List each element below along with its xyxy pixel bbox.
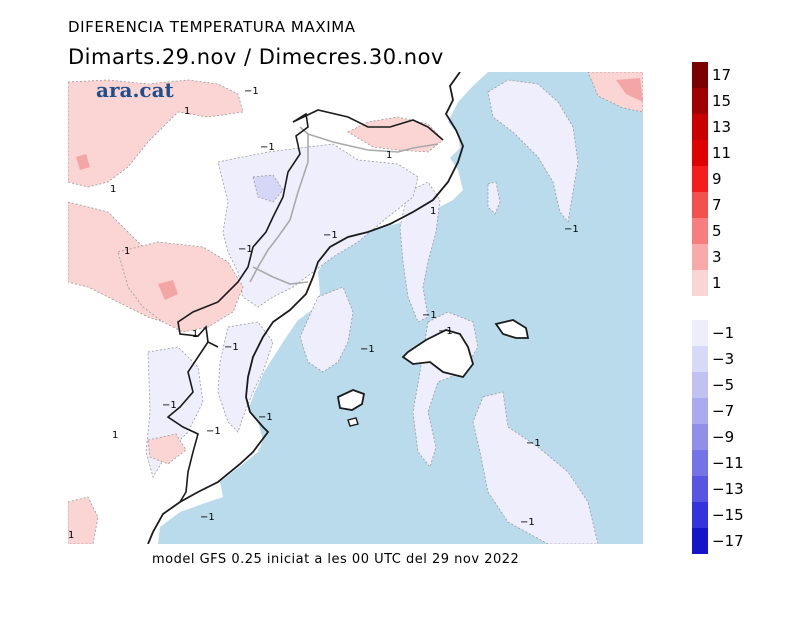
legend-cool-swatch xyxy=(692,476,708,502)
cool-region-land-mountain xyxy=(252,174,284,203)
legend-cool-swatch xyxy=(692,320,708,346)
contour-label: 1 xyxy=(110,184,116,195)
legend-warm-label: 3 xyxy=(712,248,722,266)
legend-cool-label: −9 xyxy=(712,428,734,446)
legend-warm-swatch xyxy=(692,270,708,296)
cool-region-sea-southeast xyxy=(472,391,599,544)
legend-cool-label: −15 xyxy=(712,506,744,524)
island-menorca xyxy=(494,319,530,339)
contour-label: −1 xyxy=(238,244,253,255)
warm-region-southwest-corner xyxy=(68,496,99,544)
contour-label: −1 xyxy=(360,344,375,355)
chart-subtitle: Dimarts.29.nov / Dimecres.30.nov xyxy=(68,45,444,69)
legend-cool-label: −1 xyxy=(712,324,734,342)
contour-label: −1 xyxy=(258,412,273,423)
legend-cool-label: −13 xyxy=(712,480,744,498)
south-inland-boundary xyxy=(166,341,209,503)
warm-region-west-core xyxy=(76,154,90,170)
legend-cool-label: −7 xyxy=(712,402,734,420)
contour-label: −1 xyxy=(438,326,453,337)
cool-region-sea-small xyxy=(487,181,501,215)
warm-region-northwest xyxy=(68,79,244,188)
warm-region-ebro-core xyxy=(158,280,178,300)
inland-boundary xyxy=(177,112,309,348)
legend-cool-swatch xyxy=(692,372,708,398)
contour-label: 1 xyxy=(68,530,74,541)
legend-cool-scale: −1 −3 −5 −7 −9 −11 −13 −15 −17 xyxy=(692,320,744,554)
legend-warm-swatch xyxy=(692,114,708,140)
cool-region-sea-near-coast xyxy=(299,286,354,373)
contour-label: 1 xyxy=(112,430,118,441)
legend-warm-swatch xyxy=(692,166,708,192)
legend-cool-label: −11 xyxy=(712,454,744,472)
temperature-map: 1 −1 1 −1 1 1 1 −1 1 −1 −1 −1 −1 −1 −1 −… xyxy=(68,72,643,544)
map-svg: 1 −1 1 −1 1 1 1 −1 1 −1 −1 −1 −1 −1 −1 −… xyxy=(68,72,643,544)
cool-region-land-south xyxy=(217,321,274,433)
legend-warm-label: 9 xyxy=(712,170,722,188)
legend-warm-swatch xyxy=(692,244,708,270)
legend-warm-label: 11 xyxy=(712,144,731,162)
contour-label: −1 xyxy=(224,342,239,353)
island-mallorca xyxy=(401,329,474,379)
legend-cool-swatch xyxy=(692,450,708,476)
north-border xyxy=(292,109,444,141)
island-formentera xyxy=(347,417,359,427)
contour-label: 1 xyxy=(430,206,436,217)
ara-cat-logo: ara.cat xyxy=(96,78,174,102)
contour-label: −1 xyxy=(260,142,275,153)
legend-warm-label: 1 xyxy=(712,274,722,292)
legend-cool-swatch xyxy=(692,346,708,372)
legend-cool-swatch xyxy=(692,502,708,528)
legend-warm-label: 13 xyxy=(712,118,731,136)
legend-warm-swatch xyxy=(692,218,708,244)
cool-region-sea-north xyxy=(487,79,579,223)
sea-area xyxy=(158,72,643,544)
contour-label: −1 xyxy=(200,512,215,523)
border-line-east xyxy=(307,133,439,153)
coastline xyxy=(147,72,464,544)
legend-warm-label: 5 xyxy=(712,222,722,240)
border-line xyxy=(249,126,309,283)
legend-cool-label: −3 xyxy=(712,350,734,368)
contour-label: −1 xyxy=(244,86,259,97)
contour-label: −1 xyxy=(162,400,177,411)
contour-label: −1 xyxy=(526,438,541,449)
island-ibiza xyxy=(336,389,366,411)
contour-label: −1 xyxy=(323,230,338,241)
legend-warm-label: 17 xyxy=(712,66,731,84)
legend-cool-label: −5 xyxy=(712,376,734,394)
legend-cool-swatch xyxy=(692,398,708,424)
legend-cool-label: −17 xyxy=(712,532,744,550)
chart-title: DIFERENCIA TEMPERATURA MAXIMA xyxy=(68,18,356,36)
legend-warm-scale: 17 15 13 11 9 7 5 3 1 xyxy=(692,62,731,296)
warm-region-ebro xyxy=(117,241,244,333)
contour-label: 1 xyxy=(184,106,190,117)
legend-warm-swatch xyxy=(692,192,708,218)
legend-warm-swatch xyxy=(692,88,708,114)
contour-label: −1 xyxy=(206,426,221,437)
contour-label: 1 xyxy=(386,150,392,161)
cool-region-sea-coastal xyxy=(399,181,441,323)
legend-warm-label: 15 xyxy=(712,92,731,110)
warm-region-northeast-core xyxy=(616,78,643,102)
legend-cool-swatch xyxy=(692,424,708,450)
border-line-ebro xyxy=(252,266,309,285)
legend-warm-swatch xyxy=(692,62,708,88)
contour-label: −1 xyxy=(520,517,535,528)
contour-label: −1 xyxy=(564,224,579,235)
contour-label: 1 xyxy=(124,246,130,257)
color-legend: 17 15 13 11 9 7 5 3 1 −1 −3 −5 −7 −9 −11 −13 −15 −17 xyxy=(692,62,744,554)
contour-label: −1 xyxy=(422,310,437,321)
warm-region-small-south xyxy=(147,433,187,465)
legend-warm-swatch xyxy=(692,140,708,166)
contour-label: 1 xyxy=(192,329,198,340)
model-run-caption: model GFS 0.25 iniciat a les 00 UTC del … xyxy=(152,552,520,567)
legend-cool-swatch xyxy=(692,528,708,554)
legend-warm-label: 7 xyxy=(712,196,722,214)
